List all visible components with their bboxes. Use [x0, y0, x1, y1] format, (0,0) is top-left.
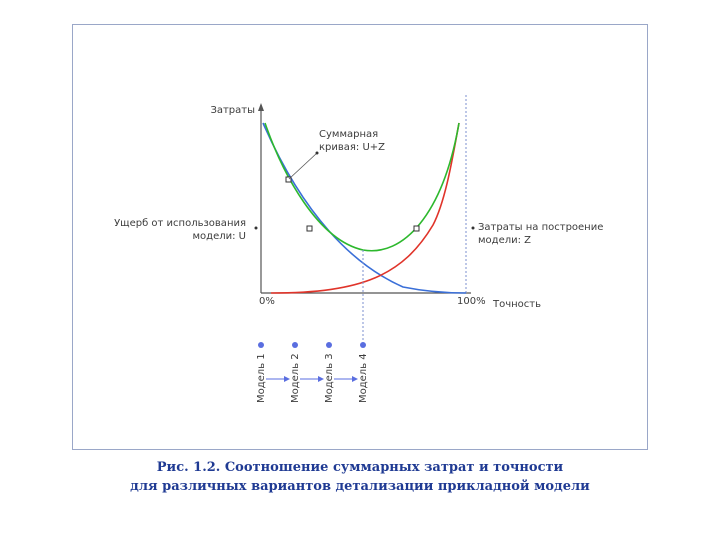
y-axis-arrow-icon	[258, 103, 264, 111]
cost-label-line1: Затраты на построение	[478, 222, 603, 233]
y-axis-label: Затраты	[210, 105, 255, 116]
cost-label-line2: модели: Z	[478, 235, 531, 246]
cost-curve-z	[270, 122, 460, 294]
model-3-label: Модель 3	[324, 353, 335, 403]
x-axis-label: Точность	[492, 299, 541, 310]
damage-curve-marker	[306, 225, 313, 232]
model-1-dot	[258, 342, 264, 348]
total-leader-dot	[315, 151, 319, 155]
cost-curve-marker	[413, 225, 420, 232]
model-2-label: Модель 2	[290, 353, 301, 403]
x-axis-start-label: 0%	[259, 296, 275, 307]
damage-curve-u	[262, 122, 467, 294]
damage-leader-dot	[254, 226, 258, 230]
caption-line-1: Рис. 1.2. Соотношение суммарных затрат и…	[156, 460, 564, 475]
total-curve-label-line2: кривая: U+Z	[319, 142, 385, 153]
cost-leader-dot	[471, 226, 475, 230]
figure-caption: Рис. 1.2. Соотношение суммарных затрат и…	[0, 458, 720, 496]
caption-line-2: для различных вариантов детализации прик…	[130, 479, 590, 494]
total-curve-label-line1: Суммарная	[319, 129, 378, 140]
figure-frame: Затраты Точность 0% 100% Суммарная крива…	[72, 24, 648, 450]
damage-label-line2: модели: U	[193, 231, 247, 242]
model-1-label: Модель 1	[256, 353, 267, 403]
model-3-dot	[326, 342, 332, 348]
model-4-dot	[360, 342, 366, 348]
total-leader-line	[288, 152, 318, 180]
model-4-label: Модель 4	[358, 353, 369, 403]
damage-label-line1: Ущерб от использования	[114, 218, 246, 229]
x-axis-end-label: 100%	[457, 296, 486, 307]
model-2-dot	[292, 342, 298, 348]
cost-accuracy-diagram: Затраты Точность 0% 100% Суммарная крива…	[114, 95, 603, 403]
total-curve-marker	[285, 176, 292, 183]
